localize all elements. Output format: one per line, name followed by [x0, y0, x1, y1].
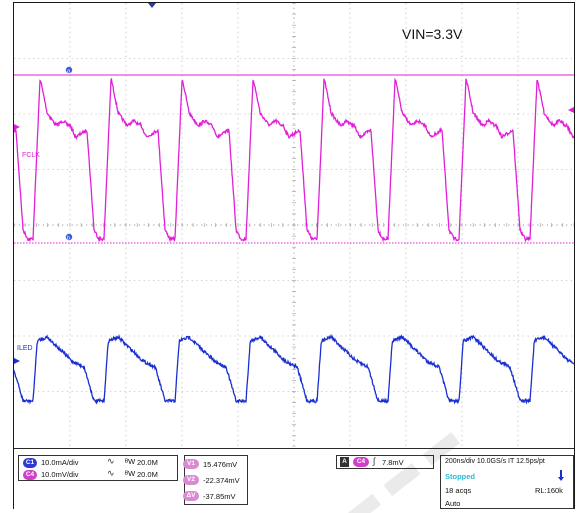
cursor-dv-badge: ΔV [183, 491, 199, 501]
waveform-display: VIN=3.3V FCLK ILED a b [14, 3, 574, 447]
trigger-panel[interactable]: A C4 ∫ 7.8mV [336, 455, 434, 469]
cursor-v1-value: 15.476mV [203, 460, 238, 469]
single-shot-icon-head [558, 477, 564, 481]
trigger-mode-badge: A [340, 457, 349, 467]
cursor-a-marker[interactable] [65, 66, 73, 74]
cursor-lines [14, 74, 574, 244]
rising-edge-icon: ∫ [373, 456, 376, 466]
cursor-v1-badge: V1 [183, 459, 199, 469]
channel-settings-panel[interactable]: C1 10.0mA/div ∿ ᴮW 20.0M C4 10.0mV/div ∿… [18, 455, 178, 481]
ch4-bandwidth: 20.0M [137, 470, 158, 479]
ch1-scale: 10.0mA/div [41, 458, 79, 467]
cursor-b-label: b [67, 236, 70, 242]
cursor-v2-badge: V2 [183, 475, 199, 485]
iled-trace [14, 333, 574, 405]
iled-ground-marker[interactable] [14, 358, 20, 364]
ch4-coupling-icon: ∿ [107, 468, 115, 478]
acquisition-count: 18 acqs [445, 486, 472, 495]
fclk-channel-label: FCLK [22, 152, 40, 159]
cursor-a-label: a [67, 69, 71, 75]
cursor-v2-value: -22.374mV [203, 476, 240, 485]
record-length: RL:160k [535, 486, 563, 495]
fclk-trace [14, 77, 574, 243]
bandwidth-icon: ᴮW [125, 457, 136, 466]
ch4-badge[interactable]: C4 [23, 470, 37, 480]
trigger-mode: Auto [445, 499, 461, 508]
graticule [14, 3, 574, 447]
vin-annotation: VIN=3.3V [402, 26, 463, 42]
timebase-readout: 200ns/div 10.0GS/s IT 12.5ps/pt [445, 458, 545, 465]
cursor-dv-value: -37.85mV [203, 492, 236, 501]
ch1-badge[interactable]: C1 [23, 458, 37, 468]
cursor-readout-panel[interactable]: V1 15.476mV V2 -22.374mV ΔV -37.85mV [183, 455, 248, 505]
ch1-bandwidth: 20.0M [137, 458, 158, 467]
trigger-position-marker[interactable] [148, 3, 156, 8]
acquisition-panel[interactable]: 200ns/div 10.0GS/s IT 12.5ps/pt Stopped … [440, 455, 574, 509]
acquisition-state: Stopped [445, 472, 475, 481]
waveforms [14, 77, 574, 405]
cursor-b-marker[interactable] [65, 233, 73, 241]
trigger-level: 7.8mV [382, 458, 404, 467]
bandwidth-icon: ᴮW [125, 469, 136, 478]
trigger-level-marker[interactable] [568, 107, 574, 113]
ch1-coupling-icon: ∿ [107, 456, 115, 466]
iled-channel-label: ILED [17, 345, 33, 352]
fclk-ground-marker[interactable] [14, 124, 20, 130]
ch4-scale: 10.0mV/div [41, 470, 79, 479]
single-shot-icon [560, 470, 562, 479]
trigger-channel-badge: C4 [353, 457, 369, 467]
status-bar: C1 10.0mA/div ∿ ᴮW 20.0M C4 10.0mV/div ∿… [14, 448, 574, 509]
